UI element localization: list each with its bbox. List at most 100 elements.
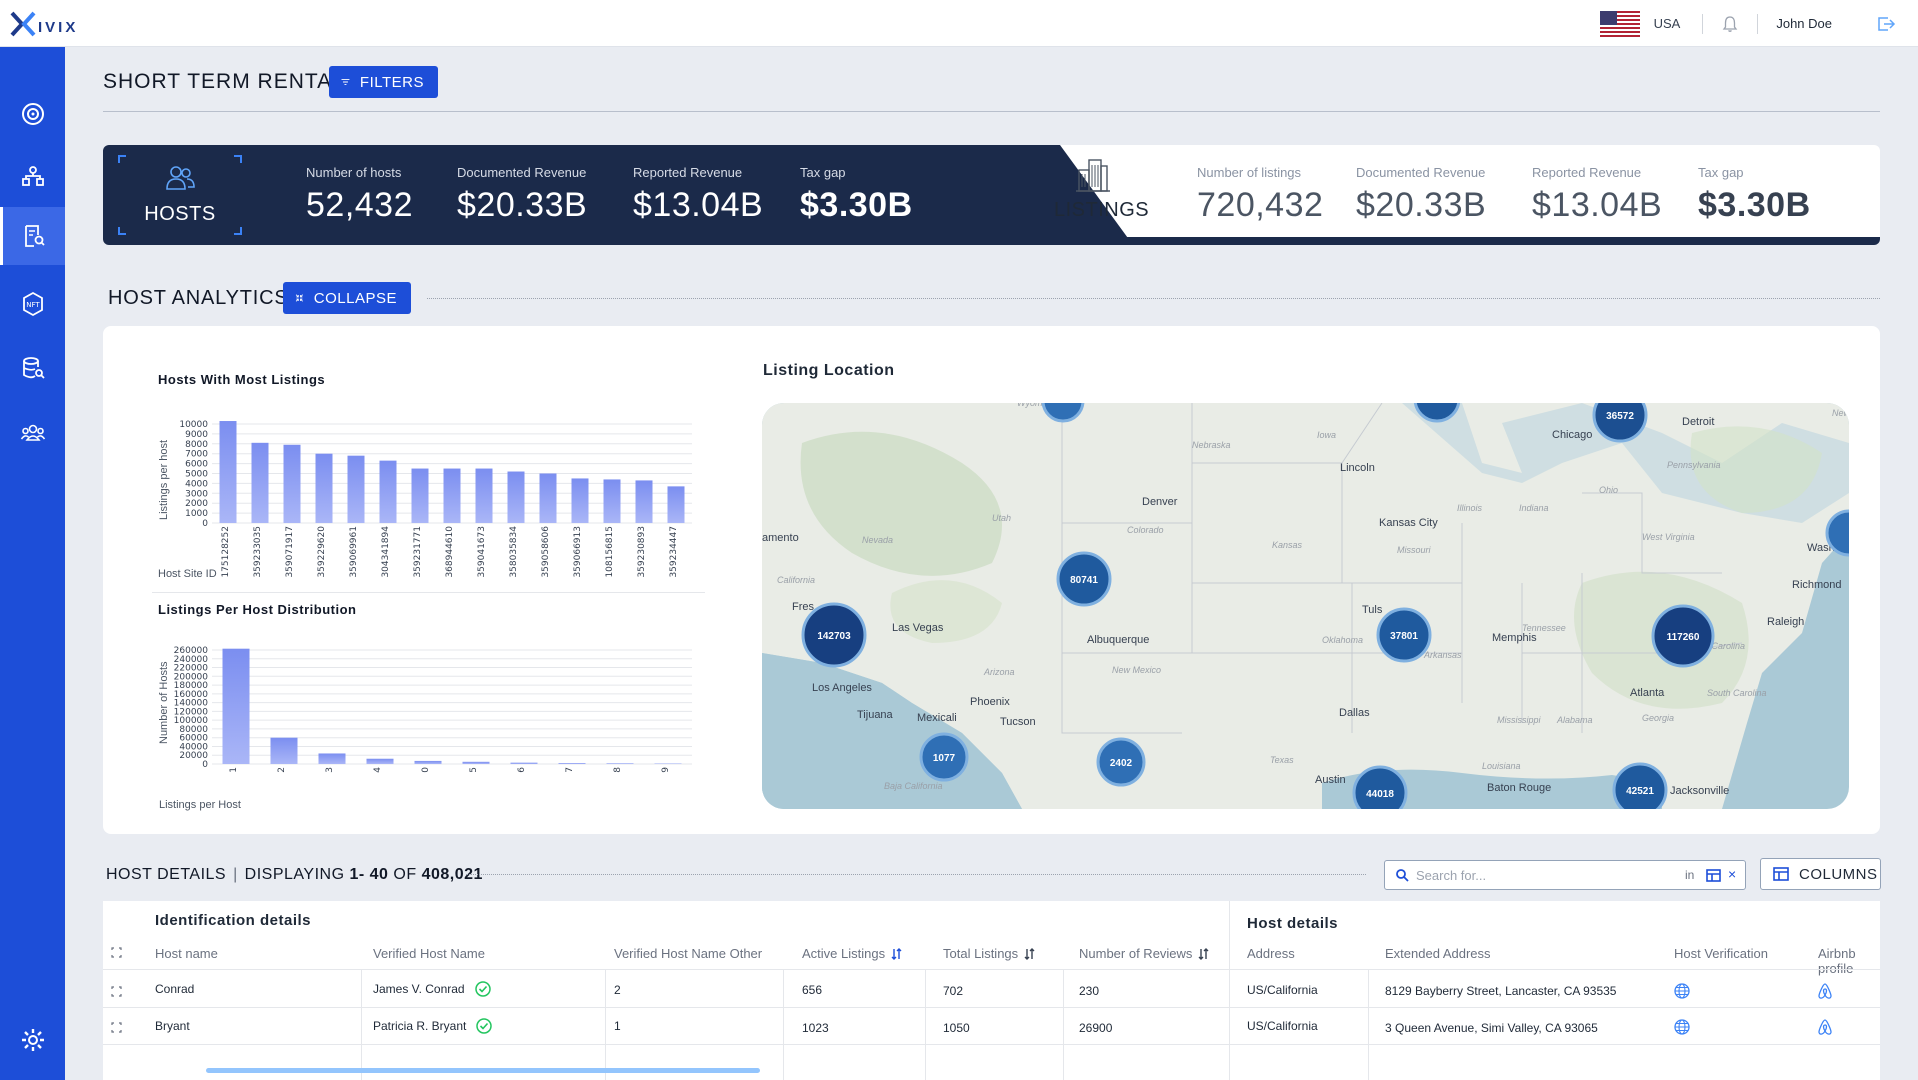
row-checkbox[interactable] [111, 986, 122, 997]
bar[interactable] [603, 479, 621, 523]
svg-text:Pennsylvania: Pennsylvania [1667, 460, 1721, 470]
sidebar-item-settings[interactable] [0, 1011, 65, 1069]
map-cluster[interactable]: 37801 [1376, 607, 1432, 663]
airbnb-icon[interactable] [1817, 1018, 1833, 1036]
usa-flag-icon[interactable] [1599, 10, 1640, 37]
col-verified-host-name[interactable]: Verified Host Name [373, 946, 485, 961]
col-active-listings[interactable]: Active Listings [802, 946, 903, 961]
svg-text:Lincoln: Lincoln [1340, 462, 1375, 474]
sidebar-item-users[interactable] [0, 404, 65, 462]
y-tick-label: 100000 [174, 716, 209, 726]
map-cluster[interactable]: 36572 [1592, 403, 1648, 443]
listings-tab[interactable]: LISTINGS [1054, 199, 1150, 221]
select-all-checkbox[interactable] [111, 947, 122, 958]
sidebar-item-dashboard[interactable] [0, 85, 65, 143]
sidebar-item-nft[interactable]: NFT [0, 275, 65, 333]
filters-button[interactable]: FILTERS [329, 66, 438, 98]
y-tick-label: 4000 [185, 479, 208, 489]
map-cluster[interactable]: 117260 [1651, 604, 1715, 668]
bar[interactable] [366, 758, 394, 764]
col-address[interactable]: Address [1247, 946, 1295, 961]
bar[interactable] [539, 473, 557, 524]
sidebar-item-network[interactable] [0, 148, 65, 206]
map-cluster[interactable] [1041, 403, 1085, 423]
map-cluster[interactable]: 2402 [1096, 737, 1146, 787]
svg-text:Kansas City: Kansas City [1379, 517, 1438, 529]
bar[interactable] [635, 480, 653, 523]
bar[interactable] [347, 455, 365, 523]
columns-button[interactable]: COLUMNS [1760, 858, 1881, 890]
col-airbnb-profile[interactable]: Airbnb profile [1818, 946, 1856, 976]
map-cluster[interactable]: 142703 [801, 602, 867, 668]
map-cluster[interactable]: 80741 [1056, 551, 1112, 607]
stat-documented-revenue-hosts: Documented Revenue $20.33B [457, 165, 587, 225]
svg-text:Baja California: Baja California [884, 781, 943, 791]
map-cluster[interactable] [1825, 509, 1849, 557]
col-host-verification[interactable]: Host Verification [1674, 946, 1768, 961]
svg-text:Phoenix: Phoenix [970, 696, 1010, 708]
map-cluster[interactable] [1413, 403, 1461, 423]
horizontal-scrollbar[interactable] [206, 1068, 760, 1073]
bell-icon[interactable] [1721, 15, 1739, 33]
col-extended-address[interactable]: Extended Address [1385, 946, 1491, 961]
search-input[interactable]: Search for... in × [1384, 860, 1746, 890]
clear-icon[interactable]: × [1728, 866, 1737, 882]
bar[interactable] [507, 471, 525, 523]
globe-icon[interactable] [1674, 1019, 1690, 1035]
globe-icon[interactable] [1674, 983, 1690, 999]
bar[interactable] [219, 421, 237, 523]
bar[interactable] [667, 486, 685, 523]
x-tick-label: 359058606 [541, 526, 551, 578]
map-cluster[interactable]: 1077 [919, 732, 969, 782]
sort-icon[interactable] [1198, 947, 1210, 960]
bar[interactable] [283, 444, 301, 523]
svg-text:Wyoming: Wyoming [1017, 403, 1055, 408]
svg-text:Albuquerque: Albuquerque [1087, 634, 1149, 646]
map-canvas[interactable]: Wyoming Iowa Nebraska Utah Colorado Kans… [762, 403, 1849, 809]
bar[interactable] [606, 763, 634, 764]
collapse-button[interactable]: COLLAPSE [283, 282, 411, 314]
bar[interactable] [510, 762, 538, 764]
col-verified-host-name-other[interactable]: Verified Host Name Other [614, 946, 763, 961]
bar[interactable] [571, 478, 589, 523]
stat-value: $13.04B [633, 186, 764, 224]
bar[interactable] [379, 460, 397, 523]
bar[interactable] [251, 442, 269, 523]
stat-value: 720,432 [1197, 186, 1324, 224]
brand-logo[interactable]: IVIX [10, 7, 78, 41]
svg-text:amento: amento [762, 532, 799, 544]
col-host-name[interactable]: Host name [155, 946, 218, 961]
columns-select-icon[interactable] [1706, 869, 1721, 882]
bar[interactable] [558, 763, 586, 764]
bar[interactable] [315, 453, 333, 523]
bar[interactable] [270, 737, 298, 764]
bar[interactable] [411, 468, 429, 523]
hosts-tab[interactable]: HOSTS [118, 155, 242, 235]
bar[interactable] [414, 760, 442, 764]
bar[interactable] [443, 468, 461, 523]
row-checkbox[interactable] [111, 1022, 122, 1033]
stat-value: $20.33B [457, 186, 588, 224]
bar[interactable] [462, 761, 490, 764]
bar[interactable] [318, 753, 346, 764]
svg-text:Tucson: Tucson [1000, 716, 1036, 728]
map-cluster[interactable]: 44018 [1352, 765, 1408, 809]
country-selector[interactable]: USA [1653, 16, 1681, 31]
x-tick-label: 1 [229, 767, 239, 773]
logout-icon[interactable] [1876, 15, 1896, 33]
listing-location-map[interactable]: Wyoming Iowa Nebraska Utah Colorado Kans… [762, 403, 1849, 809]
bar[interactable] [222, 648, 250, 764]
sort-icon[interactable] [1024, 947, 1036, 960]
x-tick-label: 359041673 [477, 526, 487, 578]
user-name[interactable]: John Doe [1776, 16, 1832, 31]
airbnb-icon[interactable] [1817, 982, 1833, 1000]
sort-icon[interactable] [891, 947, 903, 960]
sidebar-item-database[interactable] [0, 339, 65, 397]
x-tick-label: 304341894 [381, 526, 391, 578]
chart-divider [152, 592, 705, 593]
col-number-of-reviews[interactable]: Number of Reviews [1079, 946, 1210, 961]
sidebar-item-short-term-rental[interactable] [0, 207, 65, 265]
col-total-listings[interactable]: Total Listings [943, 946, 1036, 961]
bar[interactable] [475, 468, 493, 523]
map-cluster[interactable]: 42521 [1612, 762, 1668, 809]
